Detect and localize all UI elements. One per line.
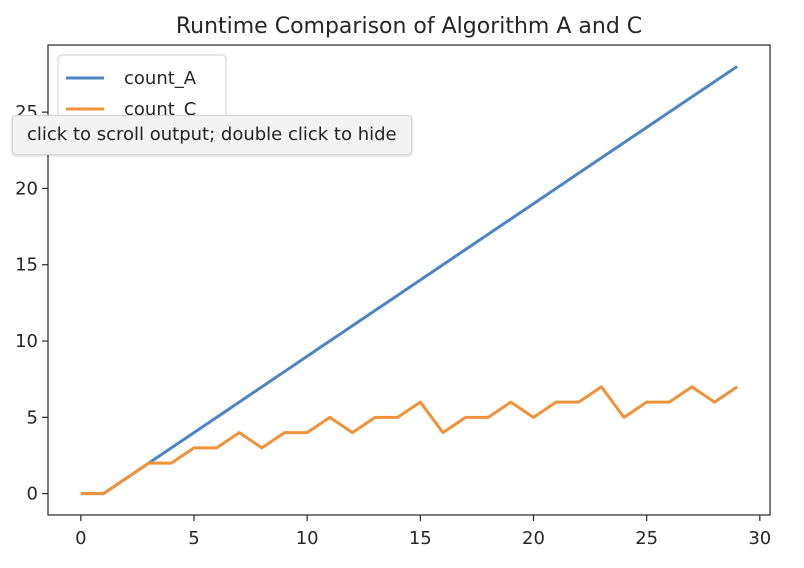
y-tick-label: 5 — [27, 407, 38, 428]
tooltip-text: click to scroll output; double click to … — [27, 124, 397, 145]
x-tick-label: 0 — [75, 528, 86, 549]
y-tick-label: 0 — [27, 484, 38, 505]
series-line-count-c — [80, 385, 739, 496]
y-tick-label: 20 — [15, 178, 38, 199]
x-tick-label: 15 — [409, 528, 432, 549]
chart-title: Runtime Comparison of Algorithm A and C — [176, 14, 642, 39]
plot-area — [80, 65, 739, 496]
y-tick-label: 10 — [15, 331, 38, 352]
x-tick-label: 5 — [188, 528, 199, 549]
y-tick-label: 15 — [15, 255, 38, 276]
x-tick-label: 10 — [296, 528, 319, 549]
output-scroll-tooltip[interactable]: click to scroll output; double click to … — [12, 115, 412, 155]
series-line-count-a — [80, 65, 739, 496]
x-tick-label: 30 — [748, 528, 771, 549]
legend-label-count-a: count_A — [124, 68, 197, 89]
legend: count_A count_C — [57, 54, 227, 124]
x-tick-label: 25 — [635, 528, 658, 549]
x-axis: 0 5 10 15 20 25 30 — [75, 515, 771, 549]
legend-label-count-c: count_C — [124, 99, 196, 120]
x-tick-label: 20 — [522, 528, 545, 549]
plot-frame — [47, 44, 771, 516]
